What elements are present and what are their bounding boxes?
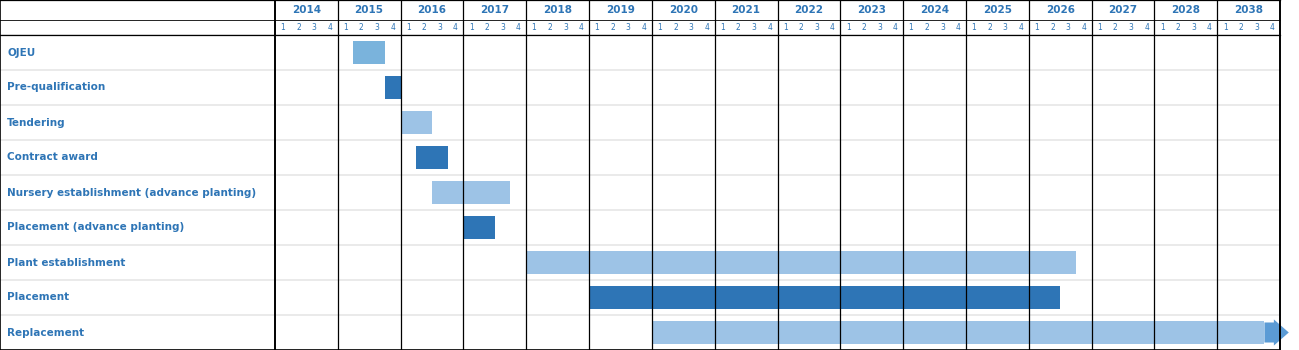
Text: 2: 2 [1113,23,1117,32]
Text: 2022: 2022 [795,5,824,15]
Text: 2: 2 [296,23,301,32]
Text: 4: 4 [1207,23,1212,32]
Text: 2016: 2016 [417,5,447,15]
Text: 3: 3 [1065,23,1070,32]
Text: 3: 3 [1129,23,1133,32]
Text: 2: 2 [925,23,929,32]
Text: 2: 2 [1238,23,1243,32]
Text: 2: 2 [485,23,490,32]
Text: 2: 2 [611,23,614,32]
Text: 1: 1 [1098,23,1102,32]
Text: 2019: 2019 [607,5,635,15]
Text: 2025: 2025 [983,5,1012,15]
Bar [385,76,400,99]
Text: 3: 3 [877,23,882,32]
Bar [400,111,433,134]
Text: Placement: Placement [6,293,69,302]
Text: Contract award: Contract award [6,153,97,162]
Text: 2017: 2017 [481,5,509,15]
Text: 2021: 2021 [731,5,761,15]
Text: 2: 2 [861,23,866,32]
Text: 2024: 2024 [920,5,950,15]
Text: Pre-qualification: Pre-qualification [6,83,105,92]
Text: 2023: 2023 [857,5,886,15]
Text: 3: 3 [438,23,442,32]
Bar [652,321,1264,344]
Text: 4: 4 [516,23,521,32]
Text: 1: 1 [1160,23,1165,32]
Text: 4: 4 [579,23,583,32]
Text: 1: 1 [531,23,536,32]
Text: 3: 3 [500,23,505,32]
Text: 1: 1 [909,23,913,32]
Text: 3: 3 [1191,23,1196,32]
Text: 1: 1 [972,23,977,32]
Text: 4: 4 [453,23,459,32]
Text: 2: 2 [422,23,426,32]
Text: 2: 2 [735,23,740,32]
Text: 1: 1 [1034,23,1039,32]
Text: 4: 4 [768,23,772,32]
Text: 4: 4 [642,23,647,32]
Text: 4: 4 [327,23,333,32]
Text: 2014: 2014 [292,5,321,15]
Text: 1: 1 [1222,23,1228,32]
Text: 2: 2 [1050,23,1055,32]
Text: 2: 2 [799,23,804,32]
Bar [526,251,1076,274]
Text: 4: 4 [704,23,709,32]
Text: 2015: 2015 [355,5,383,15]
Text: 1: 1 [407,23,410,32]
Text: 3: 3 [626,23,631,32]
Text: Tendering: Tendering [6,118,66,127]
Text: 3: 3 [374,23,379,32]
Text: Nursery establishment (advance planting): Nursery establishment (advance planting) [6,188,256,197]
Text: 4: 4 [956,23,960,32]
Text: Placement (advance planting): Placement (advance planting) [6,223,184,232]
Text: 2: 2 [673,23,678,32]
Text: Replacement: Replacement [6,328,84,337]
Text: 2020: 2020 [669,5,698,15]
Text: 1: 1 [281,23,284,32]
Text: 1: 1 [469,23,474,32]
Text: 2018: 2018 [543,5,572,15]
Text: 3: 3 [1003,23,1008,32]
Text: 2028: 2028 [1172,5,1200,15]
Text: 4: 4 [1081,23,1086,32]
Text: 1: 1 [720,23,725,32]
Text: 2: 2 [1176,23,1181,32]
Text: 1: 1 [846,23,851,32]
Text: 4: 4 [390,23,395,32]
Bar [353,41,385,64]
Text: 4: 4 [1270,23,1274,32]
Bar [464,216,495,239]
Text: 2026: 2026 [1046,5,1074,15]
Text: 3: 3 [752,23,756,32]
Text: 3: 3 [312,23,317,32]
Bar [433,181,511,204]
Text: 2: 2 [547,23,552,32]
Text: 3: 3 [940,23,944,32]
Text: 2027: 2027 [1108,5,1138,15]
Text: 1: 1 [595,23,599,32]
Bar [416,146,448,169]
Text: 2: 2 [987,23,992,32]
Text: 4: 4 [1144,23,1150,32]
Text: Plant establishment: Plant establishment [6,258,126,267]
Text: OJEU: OJEU [6,48,35,57]
Text: 4: 4 [1018,23,1024,32]
Text: 1: 1 [657,23,662,32]
Text: 2038: 2038 [1234,5,1263,15]
Text: 3: 3 [688,23,694,32]
Bar [588,286,1060,309]
Text: 2: 2 [359,23,364,32]
Text: 4: 4 [892,23,898,32]
Text: 1: 1 [343,23,348,32]
Text: 3: 3 [1254,23,1259,32]
Text: 3: 3 [814,23,820,32]
Text: 4: 4 [830,23,835,32]
Text: 1: 1 [783,23,787,32]
Text: 3: 3 [562,23,568,32]
FancyArrow shape [1264,320,1289,345]
